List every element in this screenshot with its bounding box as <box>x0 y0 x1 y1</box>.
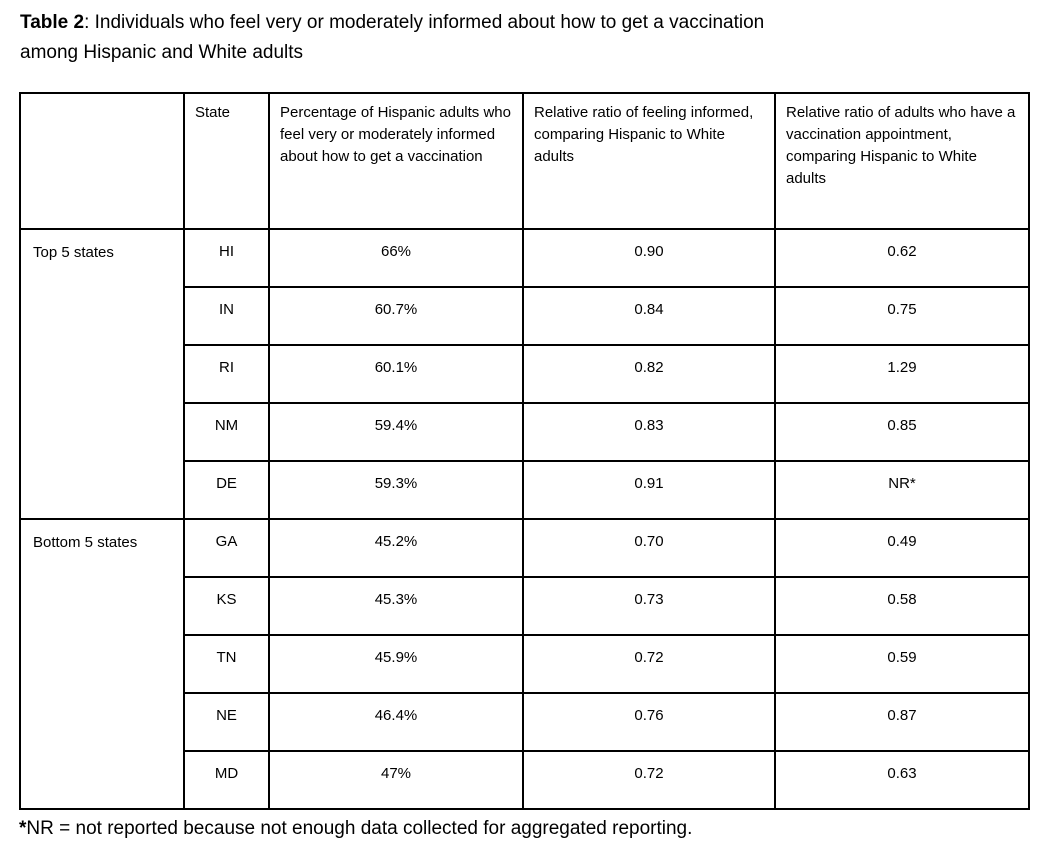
value-cell: 66% <box>268 228 524 288</box>
header-row: State Percentage of Hispanic adults who f… <box>19 92 1030 230</box>
state-cell: TN <box>183 634 270 694</box>
value-cell: 0.49 <box>774 518 1030 578</box>
value-cell: 45.9% <box>268 634 524 694</box>
state-cell: NM <box>183 402 270 462</box>
table-caption: Table 2: Individuals who feel very or mo… <box>20 8 1020 68</box>
state-cell: DE <box>183 460 270 520</box>
value-cell: 47% <box>268 750 524 810</box>
value-cell: 0.63 <box>774 750 1030 810</box>
value-cell: 45.2% <box>268 518 524 578</box>
value-cell: 59.4% <box>268 402 524 462</box>
table-body: Top 5 states HI 66% 0.90 0.62 IN 60.7% 0.84 0.75… <box>19 228 1030 810</box>
column-header: Relative ratio of adults who have a vacc… <box>774 92 1030 230</box>
table-row: IN 60.7% 0.84 0.75 <box>20 286 1030 346</box>
table-row: KS 45.3% 0.73 0.58 <box>20 576 1030 636</box>
footnote-text: NR = not reported because not enough dat… <box>26 818 693 839</box>
value-cell: 0.82 <box>522 344 776 404</box>
state-cell: MD <box>183 750 270 810</box>
table-row: Bottom 5 states GA 45.2% 0.70 0.49 <box>19 518 1030 810</box>
footnote-marker: * <box>19 818 27 839</box>
group-label: Top 5 states <box>19 228 185 520</box>
group-label: Bottom 5 states <box>19 518 185 810</box>
value-cell: 0.76 <box>522 692 776 752</box>
corner-cell <box>19 92 185 230</box>
value-cell: 0.83 <box>522 402 776 462</box>
value-cell: 60.7% <box>268 286 524 346</box>
table-caption-line2: among Hispanic and White adults <box>20 42 304 63</box>
value-cell: 46.4% <box>268 692 524 752</box>
state-cell: RI <box>183 344 270 404</box>
column-header: Percentage of Hispanic adults who feel v… <box>268 92 524 230</box>
value-cell: 0.84 <box>522 286 776 346</box>
value-cell: 45.3% <box>268 576 524 636</box>
footnote: *NR = not reported because not enough da… <box>19 816 1063 842</box>
value-cell: 0.58 <box>774 576 1030 636</box>
value-cell: 60.1% <box>268 344 524 404</box>
value-cell: NR* <box>774 460 1030 520</box>
state-cell: NE <box>183 692 270 752</box>
table-row: MD 47% 0.72 0.63 <box>20 750 1030 810</box>
value-cell: 1.29 <box>774 344 1030 404</box>
value-cell: 0.91 <box>522 460 776 520</box>
table-row: DE 59.3% 0.91 NR* <box>20 460 1030 520</box>
value-cell: 0.75 <box>774 286 1030 346</box>
table-row: TN 45.9% 0.72 0.59 <box>20 634 1030 694</box>
value-cell: 0.72 <box>522 634 776 694</box>
value-cell: 0.90 <box>522 228 776 288</box>
column-header: State <box>183 92 270 230</box>
value-cell: 0.87 <box>774 692 1030 752</box>
table-caption-label: Table 2 <box>20 12 85 33</box>
column-header: Relative ratio of feeling informed, comp… <box>522 92 776 230</box>
table-row: RI 60.1% 0.82 1.29 <box>20 344 1030 404</box>
value-cell: 0.62 <box>774 228 1030 288</box>
table-row: Top 5 states HI 66% 0.90 0.62 <box>19 228 1030 520</box>
state-cell: KS <box>183 576 270 636</box>
data-table: State Percentage of Hispanic adults who f… <box>19 92 1030 810</box>
value-cell: 0.59 <box>774 634 1030 694</box>
value-cell: 0.73 <box>522 576 776 636</box>
table-row: NE 46.4% 0.76 0.87 <box>20 692 1030 752</box>
table-caption-line1: : Individuals who feel very or moderatel… <box>84 12 765 33</box>
value-cell: 0.72 <box>522 750 776 810</box>
value-cell: 0.70 <box>522 518 776 578</box>
state-cell: IN <box>183 286 270 346</box>
state-cell: HI <box>183 228 270 288</box>
state-cell: GA <box>183 518 270 578</box>
table-row: NM 59.4% 0.83 0.85 <box>20 402 1030 462</box>
value-cell: 59.3% <box>268 460 524 520</box>
value-cell: 0.85 <box>774 402 1030 462</box>
